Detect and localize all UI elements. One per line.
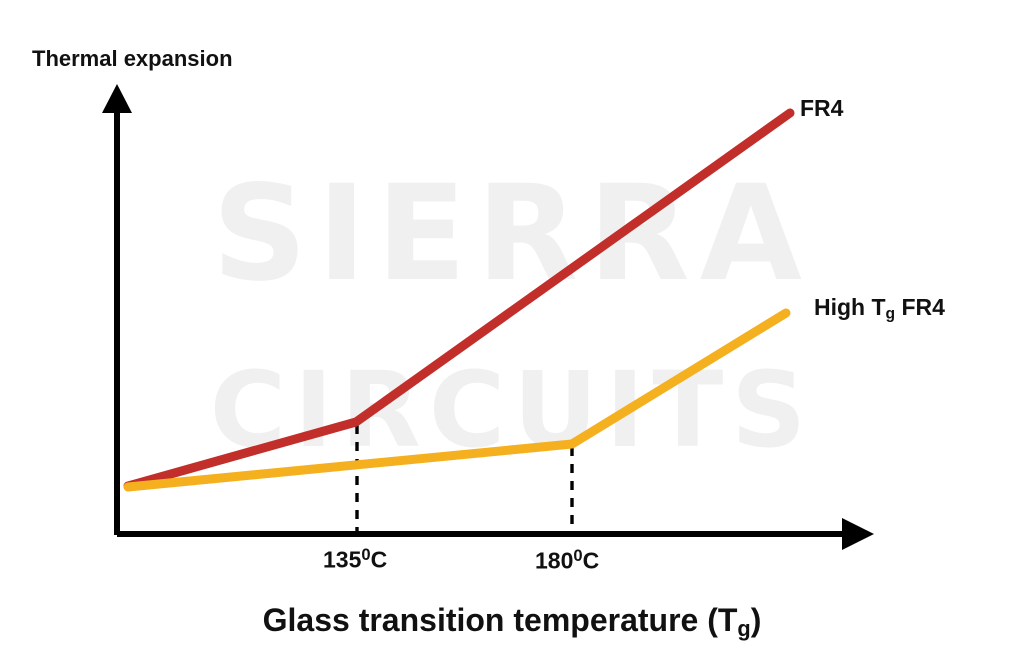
x-tick-label-180: 1800C <box>535 546 600 574</box>
watermark-circuits: CIRCUITS <box>209 349 815 471</box>
unit-180: C <box>582 547 600 574</box>
watermark-sierra: SIERRA <box>212 157 812 311</box>
x-tick-value-135: 135 <box>323 546 362 573</box>
y-axis-arrowhead <box>102 84 132 113</box>
unit-135: C <box>370 546 388 573</box>
x-axis-title-subscript: g <box>737 615 751 641</box>
series-label-high-tg-tail: FR4 <box>895 294 945 320</box>
degree-sup-180: 0 <box>573 546 583 565</box>
series-label-high-tg-subscript: g <box>885 305 896 323</box>
x-tick-value-180: 180 <box>535 547 574 574</box>
series-line-fr4 <box>123 108 795 491</box>
y-axis-title: Thermal expansion <box>32 46 233 71</box>
x-tick-label-135: 1350C <box>323 545 388 573</box>
series-label-high-tg-main: High T <box>814 294 886 320</box>
series-label-fr4: FR4 <box>800 95 844 121</box>
x-axis-arrowhead <box>842 518 874 550</box>
series-line-high-tg-fr4 <box>123 308 791 492</box>
degree-sup-135: 0 <box>361 545 371 564</box>
series-label-high-tg-fr4: High Tg FR4 <box>814 296 945 322</box>
x-axis-title-tail: ) <box>750 602 762 638</box>
x-axis-title: Glass transition temperature (Tg) <box>0 604 1024 640</box>
x-axis-title-main: Glass transition temperature (T <box>262 602 738 638</box>
